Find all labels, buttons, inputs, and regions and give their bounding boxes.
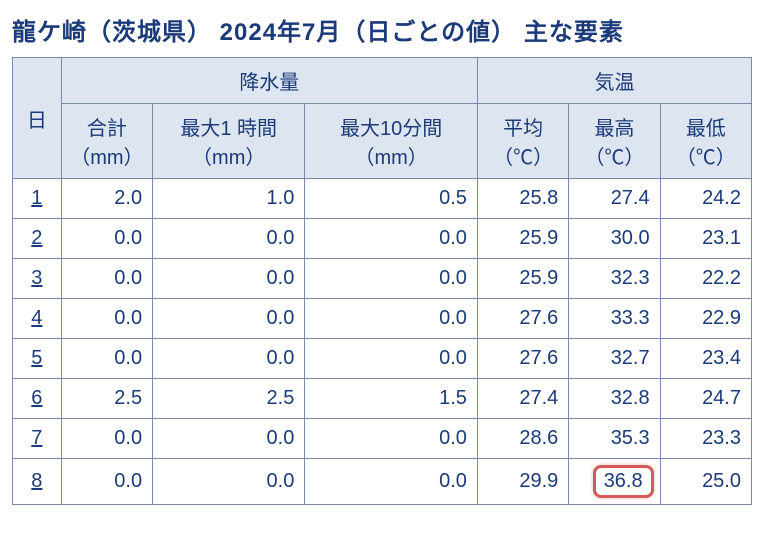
cell-temp-max: 33.3 [569,299,660,339]
table-row: 80.00.00.029.936.825.0 [13,459,752,505]
day-cell: 1 [13,179,62,219]
cell-precip-total: 0.0 [61,299,152,339]
cell-precip-total: 2.0 [61,179,152,219]
table-row: 20.00.00.025.930.023.1 [13,219,752,259]
table-row: 30.00.00.025.932.322.2 [13,259,752,299]
day-link[interactable]: 6 [31,387,42,409]
cell-temp-min: 25.0 [660,459,751,505]
table-row: 62.52.51.527.432.824.7 [13,379,752,419]
weather-table: 日 降水量 気温 合計（mm） 最大1 時間（mm） 最大10分間（mm） 平均… [12,57,752,505]
cell-temp-min: 22.2 [660,259,751,299]
day-link[interactable]: 2 [31,227,42,249]
cell-temp-avg: 25.9 [477,219,568,259]
header-temp-min: 最低（℃） [660,104,751,179]
day-cell: 4 [13,299,62,339]
cell-precip-total: 0.0 [61,259,152,299]
cell-precip-max1h: 0.0 [153,459,305,505]
header-day: 日 [13,58,62,179]
cell-precip-max10m: 0.0 [305,299,478,339]
header-precip-max10m: 最大10分間（mm） [305,104,478,179]
cell-precip-max1h: 0.0 [153,339,305,379]
cell-precip-total: 0.0 [61,419,152,459]
header-temp-max: 最高（℃） [569,104,660,179]
day-cell: 7 [13,419,62,459]
day-link[interactable]: 5 [31,347,42,369]
cell-precip-max10m: 0.0 [305,259,478,299]
header-precip-group: 降水量 [61,58,477,104]
cell-temp-max: 32.7 [569,339,660,379]
cell-temp-min: 23.1 [660,219,751,259]
cell-temp-avg: 27.4 [477,379,568,419]
day-link[interactable]: 8 [31,470,42,492]
cell-temp-min: 23.4 [660,339,751,379]
cell-temp-avg: 25.8 [477,179,568,219]
cell-precip-max1h: 0.0 [153,259,305,299]
cell-temp-avg: 27.6 [477,339,568,379]
cell-precip-max1h: 0.0 [153,299,305,339]
cell-temp-avg: 29.9 [477,459,568,505]
table-row: 40.00.00.027.633.322.9 [13,299,752,339]
cell-precip-max10m: 0.0 [305,459,478,505]
day-cell: 5 [13,339,62,379]
cell-precip-max10m: 0.5 [305,179,478,219]
cell-temp-min: 24.7 [660,379,751,419]
header-temp-group: 気温 [477,58,751,104]
cell-temp-max: 32.8 [569,379,660,419]
cell-temp-min: 23.3 [660,419,751,459]
header-precip-total: 合計（mm） [61,104,152,179]
cell-temp-max: 35.3 [569,419,660,459]
table-row: 70.00.00.028.635.323.3 [13,419,752,459]
cell-precip-max1h: 0.0 [153,219,305,259]
cell-temp-min: 22.9 [660,299,751,339]
cell-precip-max1h: 0.0 [153,419,305,459]
cell-precip-total: 0.0 [61,219,152,259]
table-row: 1 2.01.00.525.827.424.2 [13,179,752,219]
cell-temp-min: 24.2 [660,179,751,219]
day-cell: 3 [13,259,62,299]
cell-precip-total: 0.0 [61,459,152,505]
cell-precip-max1h: 2.5 [153,379,305,419]
cell-precip-max10m: 0.0 [305,339,478,379]
cell-temp-max: 27.4 [569,179,660,219]
day-link[interactable]: 4 [31,307,42,329]
header-temp-avg: 平均（℃） [477,104,568,179]
cell-precip-total: 2.5 [61,379,152,419]
cell-precip-max1h: 1.0 [153,179,305,219]
cell-precip-total: 0.0 [61,339,152,379]
cell-temp-max: 32.3 [569,259,660,299]
cell-temp-max: 36.8 [569,459,660,505]
day-link[interactable]: 1 [31,187,42,209]
day-link[interactable]: 7 [31,427,42,449]
cell-precip-max10m: 1.5 [305,379,478,419]
cell-temp-avg: 25.9 [477,259,568,299]
highlight-box: 36.8 [593,465,654,498]
cell-precip-max10m: 0.0 [305,219,478,259]
page-title: 龍ケ崎（茨城県） 2024年7月（日ごとの値） 主な要素 [12,12,754,47]
day-link[interactable]: 3 [31,267,42,289]
cell-temp-avg: 27.6 [477,299,568,339]
cell-precip-max10m: 0.0 [305,419,478,459]
cell-temp-avg: 28.6 [477,419,568,459]
header-precip-max1h: 最大1 時間（mm） [153,104,305,179]
cell-temp-max: 30.0 [569,219,660,259]
day-cell: 8 [13,459,62,505]
table-row: 50.00.00.027.632.723.4 [13,339,752,379]
day-cell: 6 [13,379,62,419]
day-cell: 2 [13,219,62,259]
